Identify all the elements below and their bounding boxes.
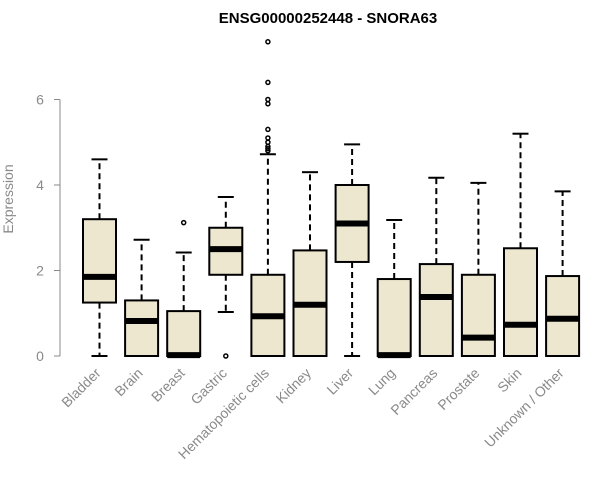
iqr-box (503, 247, 538, 358)
x-tick-label: Pancreas (387, 365, 440, 418)
x-tick-label: Breast (148, 365, 188, 405)
iqr-box (82, 218, 117, 304)
y-tick-label: 4 (36, 177, 44, 193)
box-hematopoietic-cells (250, 39, 286, 357)
iqr-box (124, 299, 160, 357)
outlier-point (265, 139, 271, 145)
chart-title: ENSG00000252448 - SNORA63 (219, 10, 437, 27)
x-tick-label: Liver (323, 365, 356, 398)
box-kidney (292, 171, 328, 357)
iqr-box (460, 273, 496, 357)
outlier-point (265, 145, 271, 152)
outlier-point (265, 135, 271, 141)
box-prostate (460, 181, 496, 357)
box-lung (376, 219, 412, 359)
iqr-box (166, 310, 202, 357)
box-brain (124, 238, 160, 357)
outlier-point (180, 219, 187, 226)
x-tick-label: Lung (365, 365, 398, 398)
y-tick-label: 6 (36, 92, 44, 108)
x-tick-label: Brain (111, 365, 145, 399)
outlier-point (223, 353, 229, 359)
x-tick-label: Prostate (434, 365, 482, 413)
iqr-box (376, 278, 412, 357)
outlier-point (265, 79, 271, 86)
box-bladder (82, 158, 117, 357)
iqr-box (418, 263, 454, 357)
box-pancreas (418, 176, 454, 357)
box-breast (166, 219, 202, 359)
box-unknown-other (545, 190, 581, 357)
x-tick-label: Skin (494, 365, 525, 396)
x-tick-label: Kidney (273, 365, 315, 407)
y-tick-label: 2 (36, 263, 44, 279)
y-tick-label: 0 (36, 348, 44, 364)
outlier-point (265, 39, 271, 45)
box-gastric (208, 195, 244, 359)
y-axis: 0 2 4 6 (36, 92, 61, 364)
box-liver (334, 143, 370, 357)
x-tick-label: Bladder (58, 365, 104, 411)
outlier-point (265, 126, 271, 133)
y-axis-label: Expression (0, 164, 16, 233)
outlier-point (265, 101, 271, 107)
boxes-layer (82, 39, 581, 359)
outlier-point (265, 96, 271, 103)
box-skin (503, 132, 538, 358)
x-tick-label: Unknown / Other (481, 365, 567, 451)
